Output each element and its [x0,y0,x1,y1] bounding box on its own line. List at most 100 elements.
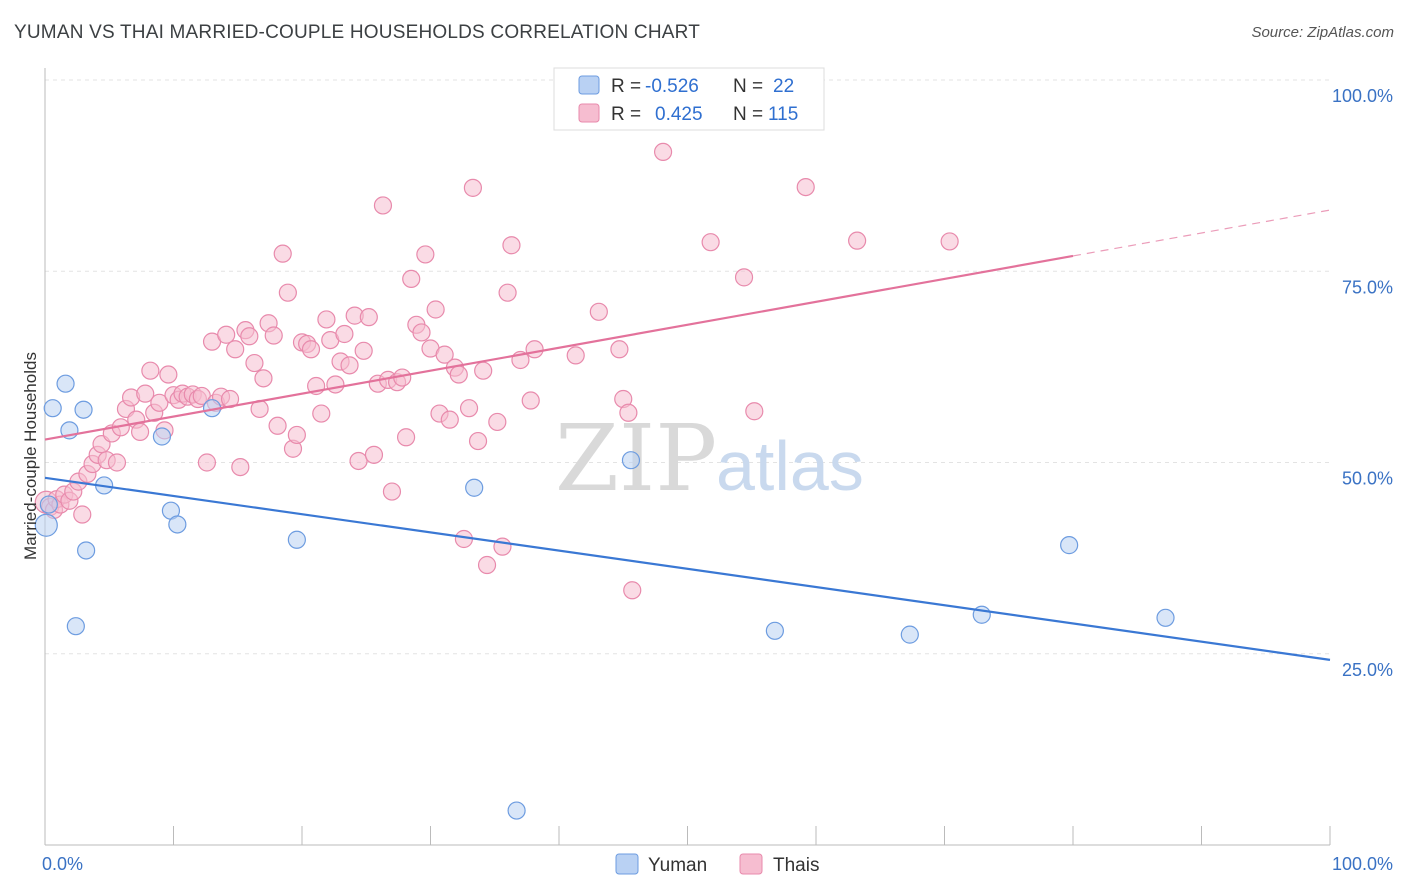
point-thais [150,393,169,412]
point-thais [848,231,867,250]
point-yuman [1156,608,1175,627]
x-tick-label-min: 0.0% [42,854,83,874]
point-yuman [152,427,172,446]
trend-line-thais [44,254,1074,441]
point-thais [301,340,321,359]
legend-r-label-thais: R = [611,104,641,125]
point-yuman [465,478,484,497]
point-yuman [1060,536,1079,555]
legend-r-label-yuman: R = [611,76,641,97]
point-thais [340,356,359,375]
point-thais [502,236,521,255]
point-thais [73,505,92,524]
point-thais [364,445,384,464]
point-thais [268,416,287,435]
point-thais [610,340,629,359]
point-thais [416,245,435,264]
legend-n-value-thais: 115 [768,104,798,125]
point-thais [141,361,160,380]
point-thais [217,325,236,344]
point-thais [619,403,638,422]
point-thais [589,302,608,321]
bottom-legend-label-thais: Thais [773,855,819,876]
legend-r-value-thais: 0.425 [655,104,703,125]
y-tick-label: 25.0% [1342,660,1393,680]
point-thais [396,428,416,447]
point-thais [359,308,378,327]
legend-n-label-thais: N = [733,104,763,125]
bottom-legend-swatch-yuman [615,853,639,875]
point-thais [335,324,354,344]
point-thais [566,346,585,365]
point-yuman [621,451,641,470]
legend-n-value-yuman: 22 [773,76,794,97]
point-thais [354,341,373,360]
point-thais [796,178,815,197]
chart-title: YUMAN VS THAI MARRIED-COUPLE HOUSEHOLDS … [14,22,701,43]
watermark-atlas: atlas [716,427,864,505]
point-thais [402,269,421,288]
point-thais [623,581,642,600]
point-yuman [34,513,58,537]
point-thais [107,453,127,472]
point-thais [130,422,150,441]
point-yuman [66,617,85,636]
point-thais [264,326,283,345]
point-yuman [39,495,58,514]
trend-line-thais-extension [1072,209,1331,257]
point-thais [468,431,488,451]
point-thais [226,340,245,359]
point-thais [477,555,497,575]
point-thais [488,412,507,432]
point-thais [326,375,345,394]
point-thais [382,482,402,501]
bottom-legend-swatch-thais [739,853,763,875]
trend-line-yuman [44,476,1331,661]
point-yuman [507,801,526,820]
point-thais [278,283,297,302]
watermark: ZIP atlas [555,405,864,512]
point-thais [940,232,959,251]
point-thais [463,178,483,197]
legend-n-label-yuman: N = [733,76,763,97]
point-thais [245,353,264,373]
point-yuman [765,621,784,640]
point-thais [317,310,336,329]
point-thais [349,451,368,471]
source-label: Source: ZipAtlas.com [1251,24,1394,41]
point-yuman [77,541,96,560]
point-thais [734,268,754,287]
point-thais [474,361,493,380]
bottom-legend: Yuman Thais [615,853,819,876]
y-axis-label: Married-couple Households [21,352,40,560]
point-thais [231,457,250,477]
x-tick-label-max: 100.0% [1332,854,1393,874]
point-thais [426,300,445,319]
point-thais [701,233,720,252]
point-thais [159,365,178,384]
legend-swatch-thais [578,103,600,123]
point-thais [197,453,217,472]
y-tick-label: 75.0% [1342,277,1393,297]
point-thais [240,327,259,346]
legend-r-value-yuman: -0.526 [645,76,699,97]
x-ticks [44,826,1331,845]
y-tick-label: 50.0% [1342,469,1393,489]
y-tick-label: 100.0% [1332,86,1393,106]
point-yuman [56,374,75,393]
point-thais [498,283,517,302]
point-thais [521,391,540,410]
point-thais [440,410,459,429]
trend-lines [44,209,1331,661]
point-thais [745,402,764,421]
legend-box: R = -0.526 N = 22 R = 0.425 N = 115 [553,67,825,131]
point-yuman [287,530,306,549]
point-thais [653,142,673,162]
point-thais [525,340,544,359]
point-thais [136,384,155,403]
point-yuman [900,625,919,644]
point-thais [373,196,393,215]
point-yuman [43,399,62,418]
grid-lines [45,79,1330,655]
legend-swatch-yuman [578,75,600,95]
